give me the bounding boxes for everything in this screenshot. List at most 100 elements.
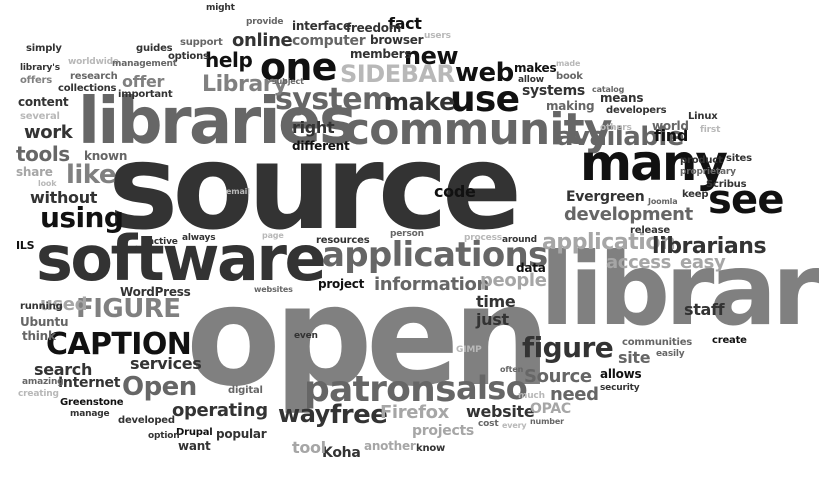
word-might: might	[206, 3, 235, 13]
word-around: around	[502, 235, 537, 245]
word-look: look	[38, 179, 57, 188]
word-made: made	[556, 59, 581, 68]
word-world: world	[652, 119, 689, 133]
word-allows: allows	[600, 367, 642, 381]
word-linux: Linux	[688, 111, 718, 122]
word-librarians: librarians	[652, 234, 767, 259]
word-options: options	[168, 51, 209, 62]
word-making: making	[546, 99, 595, 113]
word-security: security	[600, 383, 640, 393]
word-evergreen: Evergreen	[566, 189, 645, 205]
word-ubuntu: Ubuntu	[20, 315, 69, 329]
word-gimp: GIMP	[456, 345, 482, 355]
word-process: process	[464, 233, 502, 243]
word-release: release	[630, 225, 671, 236]
word-used: used	[40, 294, 88, 315]
word-research: research	[70, 71, 118, 82]
word-guides: guides	[136, 43, 173, 54]
word-computer: computer	[292, 33, 366, 49]
word-option: option	[148, 431, 180, 441]
word-access: access	[606, 252, 671, 273]
word-fact: fact	[388, 14, 422, 33]
word-library-s: library's	[20, 63, 60, 73]
word-systems: systems	[522, 83, 585, 99]
word-online: online	[232, 30, 293, 51]
word-joomla: Joomla	[648, 197, 678, 206]
word-figure: figure	[522, 331, 614, 364]
word-patrons: patrons	[304, 369, 457, 410]
word-freedom: freedom	[346, 21, 402, 35]
word-tools: tools	[16, 142, 70, 166]
word-resources: resources	[316, 235, 370, 246]
word-just: just	[476, 310, 509, 329]
word-data: data	[516, 261, 546, 275]
word-several: several	[20, 111, 60, 122]
word-applications: applications	[322, 235, 548, 275]
word-members: members	[350, 47, 412, 61]
word-email: email	[226, 187, 250, 196]
word-popular: popular	[216, 427, 267, 441]
word-services: services	[130, 354, 202, 373]
word-development: development	[564, 204, 693, 225]
word-wordpress: WordPress	[120, 285, 191, 299]
word-internet: Internet	[58, 375, 121, 391]
word-much: much	[518, 391, 545, 401]
word-offers: offers	[20, 75, 53, 86]
word-libraries: libraries	[78, 85, 357, 159]
word-communities: communities	[622, 337, 693, 348]
word-active: active	[148, 237, 178, 247]
word-projects: projects	[412, 423, 474, 439]
word-way: way	[278, 400, 330, 428]
word-community: community	[344, 104, 612, 155]
word-search: search	[34, 360, 93, 379]
word-worldwide: worldwide	[68, 57, 119, 67]
word-work: work	[24, 122, 73, 143]
word-open-cap: Open	[122, 372, 197, 402]
word-page: page	[262, 231, 284, 240]
word-new: new	[404, 42, 459, 70]
word-application: application	[542, 230, 676, 255]
word-website: website	[466, 402, 535, 421]
word-find: find	[654, 126, 689, 145]
word-offer: offer	[122, 72, 165, 91]
word-means: means	[600, 91, 644, 105]
word-library-cap: Library	[202, 72, 288, 97]
word-content: content	[18, 95, 69, 109]
word-book: book	[556, 71, 583, 82]
word-known: known	[84, 149, 128, 163]
word-web: web	[455, 58, 514, 88]
word-easily: easily	[656, 349, 685, 359]
word-creating: creating	[18, 389, 59, 399]
word-proprietary: proprietary	[680, 167, 736, 177]
word-ils: ILS	[16, 239, 35, 252]
word-different: different	[292, 139, 350, 153]
word-cost: cost	[478, 419, 499, 429]
word-collections: collections	[58, 83, 117, 94]
word-free: free	[330, 400, 388, 430]
word-without: without	[30, 188, 98, 207]
word-amazing: amazing	[22, 377, 64, 387]
word-number: number	[530, 417, 564, 426]
word-product: product	[680, 155, 723, 166]
word-important: important	[118, 89, 173, 100]
word-manage: manage	[70, 409, 110, 419]
word-others: others	[600, 123, 632, 133]
word-browser: browser	[370, 33, 424, 47]
word-figure-caps: FIGURE	[76, 294, 181, 324]
word-running: running	[20, 301, 63, 312]
word-also: also	[456, 369, 528, 407]
word-developed: developed	[118, 415, 175, 426]
word-opac: OPAC	[530, 401, 571, 417]
word-often: often	[500, 365, 524, 374]
word-developers: developers	[606, 105, 667, 116]
word-use: use	[450, 79, 520, 120]
word-another: another	[364, 439, 416, 453]
word-create: create	[712, 335, 747, 346]
word-open-large: open	[186, 256, 551, 417]
word-available: available	[556, 122, 684, 152]
word-koha: Koha	[322, 445, 361, 461]
word-system: system	[275, 82, 393, 117]
word-simply: simply	[26, 43, 62, 54]
word-subject: subject	[272, 77, 304, 86]
